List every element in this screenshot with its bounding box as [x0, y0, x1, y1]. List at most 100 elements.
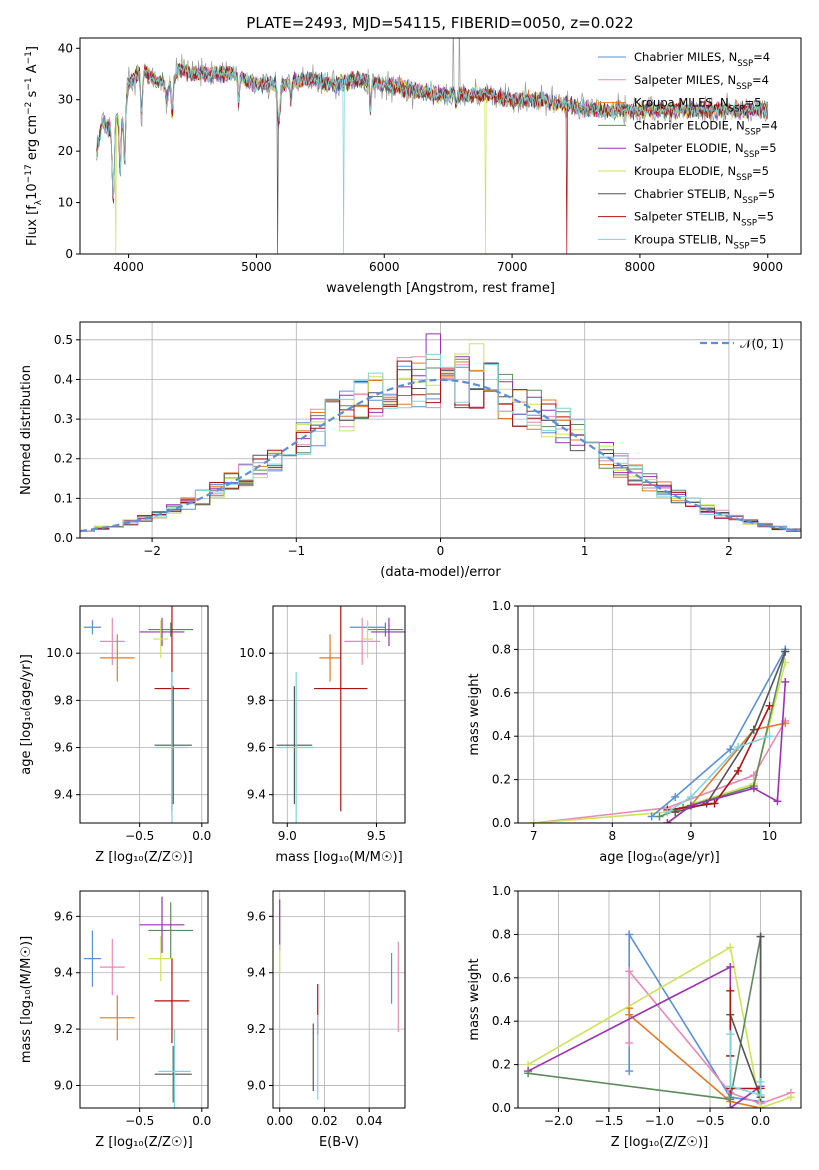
y-tick-label: 9.0 [54, 1078, 73, 1092]
y-tick-label: 40 [58, 41, 73, 55]
weight-marker [726, 943, 735, 952]
y-axis-label: age [log₁₀(age/yr)] [19, 654, 34, 775]
weight-series-line [527, 936, 762, 1101]
y-axis-label: Flux [fλ10−17 erg cm−2 s−1 A−1] [24, 46, 44, 246]
weight-marker [524, 1069, 533, 1078]
weight-marker [781, 647, 790, 656]
y-tick-label: 0.4 [492, 1014, 511, 1028]
errorbar-point [83, 620, 102, 635]
errorbar-point [153, 620, 169, 658]
weight-marker [726, 1104, 735, 1108]
y-tick-label: 9.8 [247, 693, 266, 707]
weight-series-line [527, 946, 792, 1108]
panel-weight_vs_Z: −2.0 −1.5 −1.0 −0.5 0.0 0.0 0.2 0.4 0.6 0.8 1.0 Z [… [467, 884, 802, 1150]
y-tick-label: 9.6 [54, 909, 73, 923]
y-tick-label: 1.0 [492, 884, 511, 898]
errorbar-point [148, 622, 194, 637]
y-tick-label: 10.0 [46, 646, 73, 660]
weight-series-line [729, 1034, 762, 1097]
y-tick-label: 0.6 [492, 686, 511, 700]
errorbar-point [158, 1029, 191, 1108]
errorbar-point [139, 896, 185, 953]
y-tick-label: 0.0 [492, 816, 511, 830]
weight-marker [756, 1077, 765, 1086]
errorbar-point [99, 634, 135, 682]
weight-marker [686, 801, 695, 810]
legend-entry: 𝒩(0, 1) [740, 337, 784, 351]
weight-marker [726, 1082, 735, 1091]
x-axis-label: (data-model)/error [380, 565, 501, 580]
errorbar-point [371, 617, 405, 647]
legend-entry: Chabrier MILES, NSSP=4 [634, 50, 770, 69]
axes-frame [272, 890, 406, 1109]
y-tick-label: 0.8 [492, 927, 511, 941]
plot-area [80, 333, 801, 533]
y-tick-label: 9.0 [247, 1078, 266, 1092]
y-tick-label: 9.4 [54, 966, 73, 980]
weight-marker [756, 932, 765, 941]
y-tick-label: 9.2 [54, 1022, 73, 1036]
weight-marker [726, 962, 735, 971]
axes-frame [79, 890, 209, 1109]
plot-area [83, 896, 194, 1108]
weight-series-line [533, 662, 787, 823]
x-tick-label: 9.0 [278, 829, 297, 843]
y-tick-label: 0.4 [492, 729, 511, 743]
weight-marker [773, 797, 782, 806]
y-tick-label: 9.6 [54, 741, 73, 755]
errorbar-point [154, 1046, 192, 1103]
x-tick-label: 9.5 [367, 829, 386, 843]
weight-marker [786, 1093, 795, 1102]
x-axis-label: E(B-V) [319, 1135, 359, 1150]
spectrum-model-line [96, 63, 769, 254]
y-tick-label: 9.2 [247, 1022, 266, 1036]
x-tick-label: 8 [609, 829, 617, 843]
weight-marker [663, 808, 672, 817]
y-tick-label: 9.6 [247, 741, 266, 755]
weight-marker [625, 1038, 634, 1047]
weight-marker [625, 967, 634, 976]
weight-marker [710, 799, 719, 808]
panel-weight_vs_age: 7 8 9 10 0.0 0.2 0.4 0.6 0.8 1.0 age [log₁₀(age/yr… [467, 599, 802, 865]
x-tick-label: 0.00 [266, 1114, 293, 1128]
x-tick-label: −1.5 [594, 1114, 623, 1128]
x-axis-label: wavelength [Angstrom, rest frame] [326, 281, 555, 296]
errorbar-point [278, 672, 315, 823]
errorbar-point [367, 622, 404, 637]
y-tick-label: 10 [58, 196, 73, 210]
figure-title: PLATE=2493, MJD=54115, FIBERID=0050, z=0… [246, 14, 633, 32]
errorbar-point [319, 634, 341, 682]
weight-series-line [533, 720, 786, 823]
panel-mass_vs_Z: −0.5 0.0 9.0 9.2 9.4 9.6 Z [log₁₀(Z/Z☉)] mass [… [19, 890, 211, 1150]
x-axis-label: Z [log₁₀(Z/Z☉)] [95, 850, 192, 865]
weight-marker [686, 792, 695, 801]
legend-entry: Salpeter ELODIE, NSSP=5 [634, 141, 777, 160]
x-tick-label: 0.0 [192, 1114, 211, 1128]
weight-marker [529, 819, 538, 823]
x-tick-label: 0.02 [311, 1114, 338, 1128]
x-axis-label: Z [log₁₀(Z/Z☉)] [95, 1135, 192, 1150]
x-axis-label: Z [log₁₀(Z/Z☉)] [611, 1135, 708, 1150]
panel-residuals: −2 −1 0 1 2 0.0 0.1 0.2 0.3 0.4 0.5 (data-model)/er… [19, 321, 802, 580]
weight-series-line [674, 651, 787, 813]
legend-entry: Salpeter MILES, NSSP=4 [634, 73, 769, 92]
weight-marker [726, 1095, 735, 1104]
plot-area [279, 899, 399, 1100]
x-tick-label: 4000 [113, 260, 144, 274]
y-tick-label: 0.6 [492, 971, 511, 985]
weight-marker [749, 784, 758, 793]
errorbar-point [154, 958, 190, 1044]
x-tick-label: 10 [762, 829, 777, 843]
normal-curve [80, 378, 801, 533]
y-tick-label: 1.0 [492, 599, 511, 613]
y-tick-label: 0.4 [54, 372, 73, 386]
y-tick-label: 0.0 [492, 1101, 511, 1115]
errorbar-point [362, 620, 373, 658]
x-tick-label: 9 [687, 829, 695, 843]
plot-area [529, 645, 790, 823]
weight-marker [756, 1090, 765, 1099]
legend-entry: Kroupa MILES, NSSP=5 [634, 96, 761, 115]
panel-mass_vs_EBV: 0.00 0.02 0.04 9.0 9.2 9.4 9.6 E(B-V) [247, 890, 406, 1150]
y-tick-label: 30 [58, 93, 73, 107]
weight-marker [726, 1030, 735, 1039]
